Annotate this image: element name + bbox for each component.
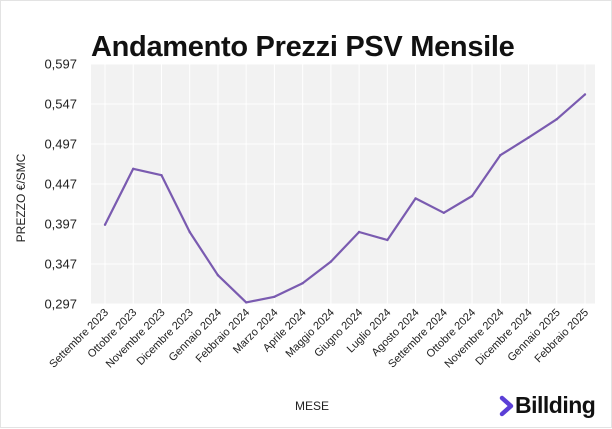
data-point: [470, 194, 474, 198]
x-axis-label: MESE: [295, 399, 329, 413]
y-tick-label: 0,347: [44, 257, 77, 272]
data-point: [442, 211, 446, 214]
data-point: [103, 223, 107, 226]
data-point: [555, 118, 558, 121]
data-point: [244, 301, 248, 304]
data-points: [103, 93, 587, 304]
data-point: [273, 295, 276, 298]
data-point: [160, 174, 163, 177]
series-line-psv-price: [104, 93, 586, 304]
y-tick-label: 0,597: [44, 57, 77, 72]
data-point: [414, 197, 417, 200]
data-point: [357, 230, 361, 234]
data-point: [386, 238, 389, 242]
data-point: [583, 93, 587, 96]
data-point: [329, 260, 333, 263]
data-point: [499, 154, 502, 157]
data-point: [527, 136, 530, 139]
y-tick-label: 0,447: [44, 177, 77, 192]
billding-logo: Billding: [499, 392, 596, 419]
data-point: [188, 230, 191, 234]
brand-name: Billding: [515, 392, 596, 418]
y-tick-label: 0,397: [44, 217, 77, 232]
chart-title: Andamento Prezzi PSV Mensile: [91, 31, 515, 63]
data-point: [301, 282, 304, 285]
y-axis-label: PREZZO €/SMC: [14, 153, 28, 242]
y-tick-label: 0,497: [44, 137, 77, 152]
data-point: [216, 274, 220, 277]
chevron-right-icon: [499, 395, 514, 416]
data-point: [132, 167, 135, 170]
y-axis-ticks: 0,597 0,547 0,497 0,447 0,397 0,347 0,297: [44, 57, 77, 312]
y-tick-label: 0,297: [44, 297, 77, 312]
y-tick-label: 0,547: [44, 97, 77, 112]
gridlines: [91, 63, 595, 305]
